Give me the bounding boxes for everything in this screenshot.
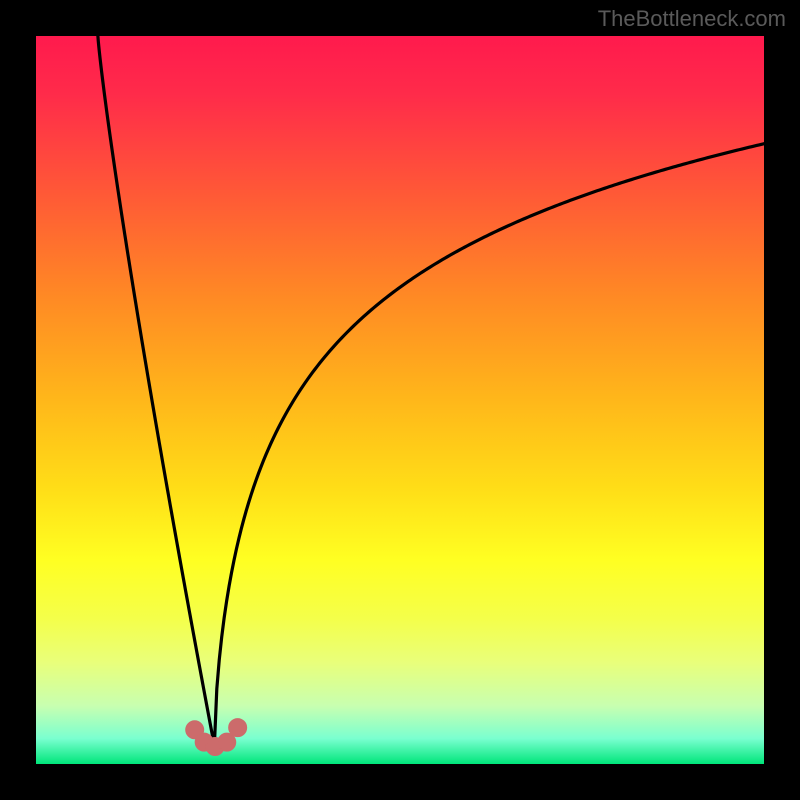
watermark: TheBottleneck.com xyxy=(598,6,786,32)
chart-plot-area xyxy=(36,36,764,764)
